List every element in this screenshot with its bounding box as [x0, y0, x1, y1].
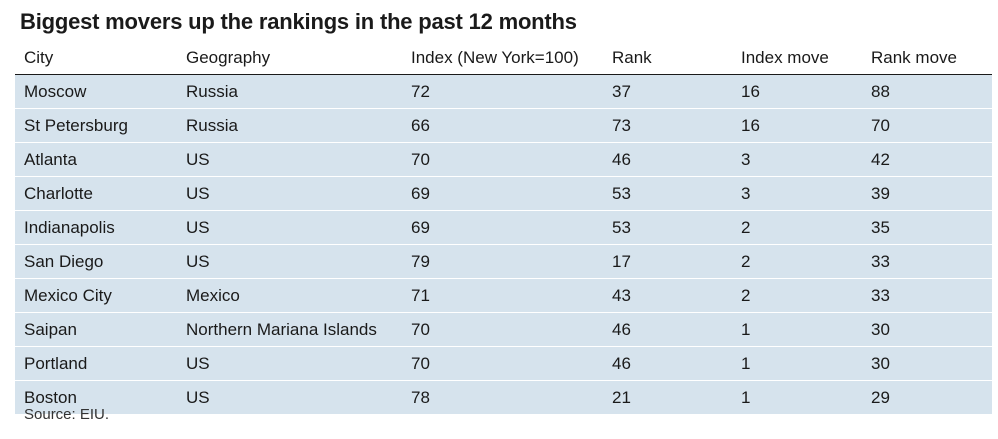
column-header-rank-move: Rank move [871, 48, 957, 67]
rank-move-cell: 35 [871, 218, 890, 237]
index-move-cell: 2 [741, 252, 751, 271]
city-cell: Indianapolis [24, 218, 115, 237]
index-cell: 78 [411, 388, 430, 407]
city-cell: San Diego [24, 252, 104, 271]
column-header-rank: Rank [612, 48, 652, 67]
index-move-cell: 2 [741, 286, 751, 305]
index-move-cell: 1 [741, 354, 751, 373]
rank-cell: 43 [612, 286, 631, 305]
index-cell: 70 [411, 354, 430, 373]
geography-cell: Northern Mariana Islands [186, 320, 377, 339]
rank-move-cell: 42 [871, 150, 890, 169]
city-cell: Boston [24, 388, 77, 407]
rank-move-cell: 30 [871, 354, 890, 373]
index-cell: 72 [411, 82, 430, 101]
city-cell: Charlotte [24, 184, 93, 203]
column-header-city: City [24, 48, 54, 67]
rank-move-cell: 33 [871, 286, 890, 305]
table-title: Biggest movers up the rankings in the pa… [20, 9, 577, 34]
geography-cell: Russia [186, 116, 238, 135]
index-move-cell: 2 [741, 218, 751, 237]
table-row: Saipan Northern Mariana Islands 70 46 1 … [15, 313, 992, 347]
index-cell: 69 [411, 184, 430, 203]
table-row: Boston US 78 21 1 29 [15, 381, 992, 415]
table-row: Atlanta US 70 46 3 42 [15, 143, 992, 177]
rank-cell: 53 [612, 184, 631, 203]
rank-move-cell: 33 [871, 252, 890, 271]
city-cell: Atlanta [24, 150, 77, 169]
rank-move-cell: 88 [871, 82, 890, 101]
rank-cell: 46 [612, 150, 631, 169]
index-cell: 66 [411, 116, 430, 135]
table-row: St Petersburg Russia 66 73 16 70 [15, 109, 992, 143]
table-row: San Diego US 79 17 2 33 [15, 245, 992, 279]
index-move-cell: 16 [741, 116, 760, 135]
table-header-row: City Geography Index (New York=100) Rank… [15, 42, 992, 75]
table-row: Charlotte US 69 53 3 39 [15, 177, 992, 211]
city-cell: Mexico City [24, 286, 112, 305]
index-cell: 79 [411, 252, 430, 271]
geography-cell: US [186, 252, 210, 271]
geography-cell: US [186, 354, 210, 373]
column-header-index: Index (New York=100) [411, 48, 579, 67]
rank-cell: 17 [612, 252, 631, 271]
rankings-table: City Geography Index (New York=100) Rank… [15, 42, 992, 415]
rank-move-cell: 70 [871, 116, 890, 135]
geography-cell: Mexico [186, 286, 240, 305]
rank-cell: 21 [612, 388, 631, 407]
index-move-cell: 3 [741, 150, 751, 169]
geography-cell: US [186, 184, 210, 203]
rank-move-cell: 29 [871, 388, 890, 407]
geography-cell: US [186, 218, 210, 237]
index-move-cell: 1 [741, 388, 751, 407]
index-cell: 70 [411, 150, 430, 169]
rank-move-cell: 39 [871, 184, 890, 203]
table-row: Indianapolis US 69 53 2 35 [15, 211, 992, 245]
rank-cell: 53 [612, 218, 631, 237]
index-cell: 70 [411, 320, 430, 339]
index-cell: 69 [411, 218, 430, 237]
city-cell: Moscow [24, 82, 87, 101]
index-move-cell: 1 [741, 320, 751, 339]
city-cell: Portland [24, 354, 88, 373]
index-move-cell: 16 [741, 82, 760, 101]
geography-cell: Russia [186, 82, 238, 101]
source-note: Source: EIU. [24, 406, 110, 423]
geography-cell: US [186, 388, 210, 407]
rank-move-cell: 30 [871, 320, 890, 339]
index-cell: 71 [411, 286, 430, 305]
rank-cell: 37 [612, 82, 631, 101]
column-header-index-move: Index move [741, 48, 829, 67]
index-move-cell: 3 [741, 184, 751, 203]
table-row: Portland US 70 46 1 30 [15, 347, 992, 381]
geography-cell: US [186, 150, 210, 169]
rank-cell: 46 [612, 320, 631, 339]
city-cell: St Petersburg [24, 116, 128, 135]
rank-cell: 46 [612, 354, 631, 373]
table-row: Moscow Russia 72 37 16 88 [15, 75, 992, 109]
table-row: Mexico City Mexico 71 43 2 33 [15, 279, 992, 313]
rank-cell: 73 [612, 116, 631, 135]
column-header-geography: Geography [186, 48, 271, 67]
city-cell: Saipan [24, 320, 77, 339]
